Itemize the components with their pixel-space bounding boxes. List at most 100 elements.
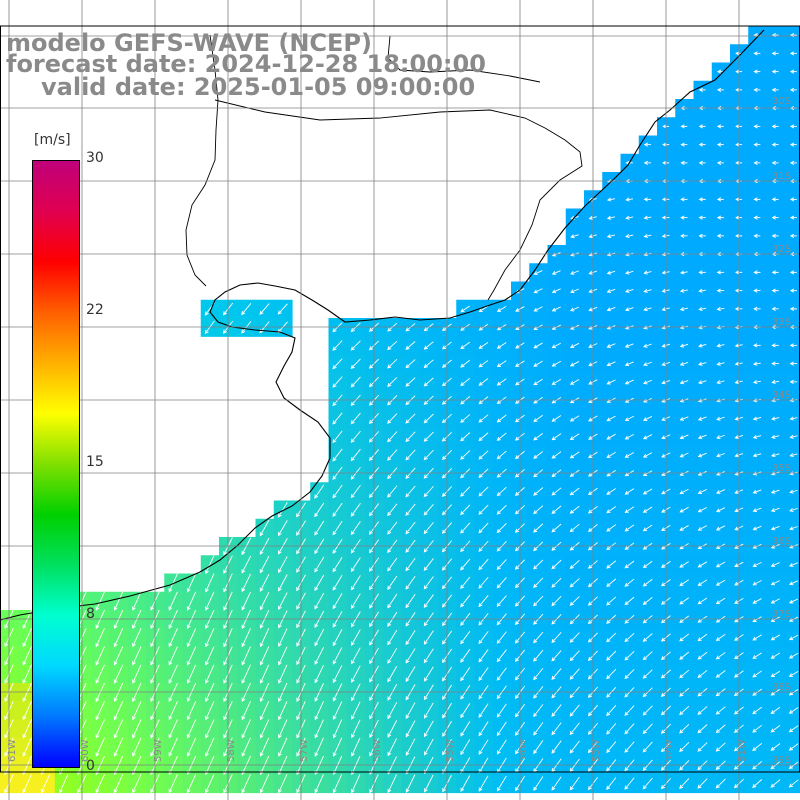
wind-arrow bbox=[789, 507, 798, 512]
colorbar-tick-8: 8 bbox=[86, 606, 95, 622]
wind-arrow bbox=[569, 560, 580, 570]
wind-arrow bbox=[460, 359, 471, 368]
wind-arrow bbox=[423, 377, 434, 387]
longitude-label: 57W bbox=[299, 739, 310, 762]
wind-arrow bbox=[753, 124, 761, 129]
wind-arrow bbox=[314, 737, 324, 757]
wind-arrow bbox=[186, 664, 197, 684]
wind-arrow bbox=[643, 197, 652, 202]
wind-arrow bbox=[569, 740, 580, 754]
valid-date: valid date: 2025-01-05 09:00:00 bbox=[41, 73, 476, 101]
wind-arrow bbox=[423, 702, 434, 719]
wind-arrow bbox=[789, 142, 797, 147]
wind-arrow bbox=[205, 573, 215, 593]
wind-arrow bbox=[241, 646, 251, 666]
wind-arrow bbox=[771, 142, 779, 147]
wind-arrow bbox=[716, 288, 725, 293]
wind-arrow bbox=[752, 561, 762, 567]
wind-arrow bbox=[771, 69, 779, 74]
wind-arrow bbox=[551, 577, 562, 588]
wind-arrow bbox=[551, 378, 562, 385]
wind-arrow bbox=[679, 597, 689, 605]
wind-arrow bbox=[259, 719, 270, 739]
wind-arrow bbox=[405, 738, 416, 756]
wind-arrow bbox=[698, 270, 706, 275]
wind-arrow bbox=[752, 742, 763, 752]
wind-arrow bbox=[679, 288, 688, 293]
wind-arrow bbox=[259, 628, 270, 648]
wind-arrow bbox=[22, 701, 32, 721]
wind-arrow bbox=[460, 305, 470, 313]
coastline bbox=[0, 29, 765, 621]
wind-arrow bbox=[643, 307, 652, 312]
wind-arrow bbox=[680, 124, 688, 129]
wind-arrow bbox=[716, 87, 724, 92]
wind-arrow bbox=[551, 306, 561, 312]
wind-arrow bbox=[405, 720, 416, 738]
wind-arrow bbox=[569, 578, 580, 588]
wind-arrow bbox=[241, 628, 251, 648]
wind-arrow bbox=[569, 668, 580, 680]
wind-arrow bbox=[697, 507, 707, 513]
wind-arrow bbox=[716, 306, 725, 312]
wind-arrow bbox=[753, 215, 761, 220]
wind-arrow bbox=[606, 632, 617, 643]
wind-arrow bbox=[387, 557, 398, 572]
wind-arrow bbox=[715, 633, 726, 641]
wind-arrow bbox=[697, 778, 708, 789]
wind-arrow bbox=[186, 628, 197, 648]
wind-arrow bbox=[259, 519, 270, 537]
wind-arrow bbox=[478, 721, 489, 737]
wind-arrow bbox=[753, 87, 761, 92]
wind-arrow bbox=[679, 669, 690, 679]
wind-arrow bbox=[496, 504, 507, 515]
wind-arrow bbox=[405, 666, 416, 683]
wind-arrow bbox=[679, 434, 689, 440]
wind-arrow bbox=[697, 452, 707, 458]
wind-arrow bbox=[460, 504, 471, 516]
wind-arrow bbox=[460, 775, 471, 793]
wind-arrow bbox=[259, 701, 270, 721]
wind-arrow bbox=[643, 343, 652, 348]
wind-arrow bbox=[789, 215, 797, 220]
wind-arrow bbox=[752, 489, 762, 494]
wind-arrow bbox=[423, 485, 434, 498]
wind-arrow bbox=[186, 701, 197, 721]
wind-arrow bbox=[496, 559, 507, 571]
wind-arrow bbox=[496, 305, 507, 312]
wind-arrow bbox=[753, 69, 761, 74]
longitude-label: 51W bbox=[737, 739, 748, 762]
wind-arrow bbox=[460, 666, 471, 682]
wind-arrow bbox=[478, 703, 489, 718]
wind-arrow bbox=[770, 670, 781, 678]
wind-arrow bbox=[715, 507, 726, 513]
wind-arrow bbox=[533, 487, 544, 496]
wind-arrow bbox=[606, 650, 617, 661]
wind-speed-cell bbox=[784, 756, 800, 775]
wind-arrow bbox=[698, 343, 707, 348]
wind-arrow bbox=[22, 774, 32, 794]
wind-arrow bbox=[241, 591, 251, 611]
wind-arrow bbox=[332, 647, 343, 665]
wind-arrow bbox=[387, 575, 398, 591]
wind-arrow bbox=[606, 777, 617, 790]
wind-arrow bbox=[789, 580, 799, 586]
wind-arrow bbox=[405, 431, 416, 443]
wind-arrow bbox=[606, 560, 617, 569]
wind-arrow bbox=[332, 665, 343, 684]
wind-arrow bbox=[387, 503, 398, 517]
wind-arrow bbox=[753, 160, 761, 165]
wind-arrow bbox=[132, 774, 142, 794]
wind-arrow bbox=[569, 379, 580, 385]
wind-arrow bbox=[278, 701, 288, 721]
wind-arrow bbox=[679, 651, 690, 660]
wind-arrow bbox=[551, 595, 562, 607]
wind-arrow bbox=[132, 646, 142, 666]
wind-arrow bbox=[642, 578, 653, 587]
wind-arrow bbox=[569, 650, 580, 662]
wind-arrow bbox=[259, 646, 270, 666]
wind-arrow bbox=[771, 379, 780, 385]
wind-arrow bbox=[168, 701, 178, 721]
wind-arrow bbox=[551, 451, 562, 459]
